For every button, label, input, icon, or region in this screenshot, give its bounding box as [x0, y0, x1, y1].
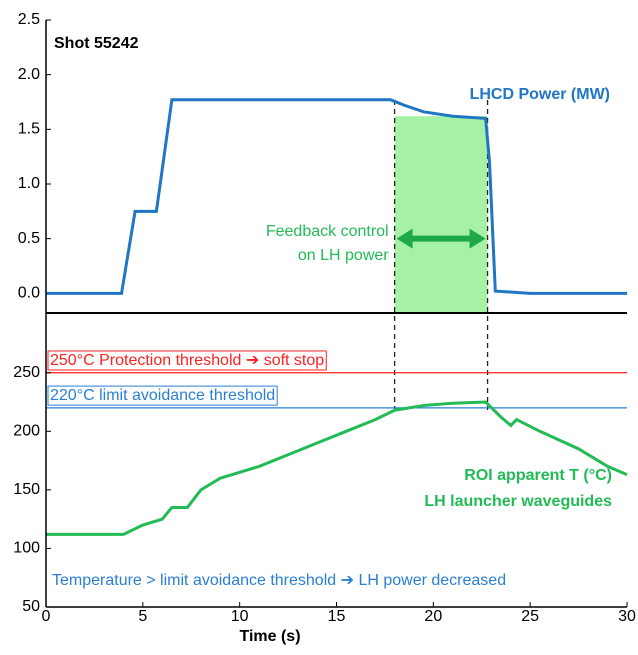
- x-tick-label: 25: [521, 608, 539, 625]
- arrow-head: [396, 228, 413, 249]
- note: Temperature > limit avoidance threshold …: [52, 572, 506, 589]
- annotation-line: on LH power: [298, 247, 389, 264]
- y-tick-label: 2.0: [18, 66, 40, 83]
- y-tick-label: 0.0: [18, 285, 40, 302]
- threshold-label: 250°C Protection threshold ➔ soft stop: [50, 352, 324, 369]
- threshold-label: 220°C limit avoidance threshold: [50, 387, 275, 404]
- data-line: [46, 98, 627, 295]
- x-tick-label: 0: [42, 608, 51, 625]
- x-tick-label: 20: [424, 608, 442, 625]
- data-line: [46, 400, 628, 536]
- legend-label: LHCD Power (MW): [470, 86, 610, 103]
- annotation-line: ROI apparent T (°C): [464, 467, 612, 484]
- y-tick-label: 2.5: [18, 11, 40, 28]
- x-tick-label: 5: [138, 608, 147, 625]
- annotation: Feedback control on LH power: [266, 223, 389, 264]
- threshold-box: [47, 350, 327, 371]
- chart-title: Shot 55242: [54, 35, 139, 52]
- annotation-line: LH launcher waveguides: [424, 493, 612, 510]
- x-tick-label: 10: [231, 608, 249, 625]
- y-tick-label: 1.0: [18, 175, 40, 192]
- feedback-region: [394, 116, 488, 313]
- x-tick-label: 30: [618, 608, 636, 625]
- y-tick-label: 150: [13, 481, 40, 498]
- x-tick-label: 15: [328, 608, 346, 625]
- threshold-box: [47, 385, 278, 406]
- arrow-head: [469, 228, 486, 249]
- y-tick-label: 50: [22, 598, 40, 615]
- y-tick-label: 200: [13, 423, 40, 440]
- y-tick-label: 0.5: [18, 230, 40, 247]
- y-tick-label: 100: [13, 540, 40, 557]
- x-axis-label: Time (s): [239, 628, 300, 645]
- y-tick-label: 1.5: [18, 121, 40, 138]
- annotation-line: Feedback control: [266, 223, 389, 240]
- annotation: ROI apparent T (°C) LH launcher waveguide…: [424, 467, 612, 510]
- y-tick-label: 250: [13, 364, 40, 381]
